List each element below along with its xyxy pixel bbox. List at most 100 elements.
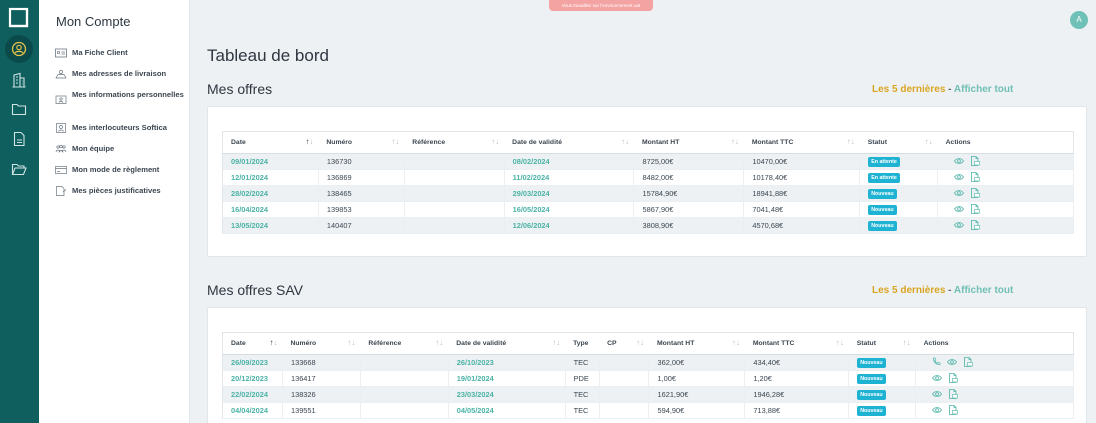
sidebar-item-adresses[interactable]: Mes adresses de livraison	[55, 69, 187, 79]
cell-validite: 08/02/2024	[504, 153, 635, 170]
view-icon[interactable]	[954, 157, 965, 165]
cell-date: 20/12/2023	[222, 370, 283, 387]
column-header-montant-ht[interactable]: Montant HT ↑↓	[648, 332, 745, 355]
table-row[interactable]: 28/02/2024 138465 29/03/2024 15784,90€ 18941…	[222, 185, 1074, 202]
pdf-download-icon[interactable]	[948, 389, 958, 399]
column-header-reference[interactable]: Référence ↑↓	[360, 332, 449, 355]
view-icon[interactable]	[932, 390, 943, 398]
cell-montant-ttc: 4570,68€	[743, 217, 861, 234]
cell-statut: En attente	[859, 153, 939, 170]
cell-montant-ht: 5867,90€	[633, 201, 745, 218]
file-icon	[13, 131, 25, 147]
sort-icon: ↑↓	[435, 338, 444, 347]
column-header-montant-ht[interactable]: Montant HT ↑↓	[633, 131, 744, 154]
cell-statut: En attente	[859, 169, 939, 186]
sidebar-item-interlocuteurs[interactable]: Mes interlocuteurs Softica	[55, 123, 187, 133]
status-badge: Nouveau	[857, 406, 886, 416]
view-icon[interactable]	[954, 221, 965, 229]
cell-montant-ttc: 713,88€	[744, 402, 850, 419]
table-row[interactable]: 20/12/2023 136417 19/01/2024 PDE 1,00€ 1,20€ N…	[222, 370, 1074, 387]
column-header-numero[interactable]: Numéro ↑↓	[318, 131, 405, 154]
cell-validite: 04/05/2024	[448, 402, 566, 419]
table-row[interactable]: 12/01/2024 136869 11/02/2024 8482,00€ 10178,…	[222, 169, 1074, 186]
sort-icon: ↑↓	[620, 137, 629, 146]
environment-banner: Vous travaillez sur l'environnement uat	[549, 0, 653, 11]
column-header-validite[interactable]: Date de validité ↑↓	[448, 332, 566, 355]
view-icon[interactable]	[954, 205, 965, 213]
pdf-download-icon[interactable]	[970, 156, 980, 166]
sidebar-title: Mon Compte	[56, 14, 131, 29]
view-icon[interactable]	[954, 189, 965, 197]
cell-validite: 16/05/2024	[504, 201, 635, 218]
addresses-icon	[55, 70, 67, 79]
pdf-download-icon[interactable]	[970, 188, 980, 198]
cell-statut: Nouveau	[859, 201, 939, 218]
pdf-download-icon[interactable]	[948, 373, 958, 383]
show-all-link[interactable]: Afficher tout	[953, 84, 1014, 95]
cell-reference	[360, 386, 449, 403]
rail-document[interactable]	[9, 129, 29, 149]
table-row[interactable]: 04/04/2024 139551 04/05/2024 TEC 594,90€ 713,…	[222, 402, 1074, 419]
cell-date: 09/01/2024	[222, 153, 319, 170]
rail-folder-open[interactable]	[9, 159, 29, 179]
pdf-download-icon[interactable]	[970, 204, 980, 214]
cell-reference	[404, 153, 505, 170]
sidebar-item-label: Mes interlocuteurs Softica	[72, 123, 167, 132]
sidebar-item-equipe[interactable]: Mon équipe	[55, 144, 187, 154]
rail-buildings[interactable]	[9, 70, 29, 90]
column-header-actions: Actions	[937, 131, 1074, 154]
cell-montant-ht: 594,90€	[648, 402, 746, 419]
column-header-reference[interactable]: Référence ↑↓	[404, 131, 505, 154]
cell-numero: 136417	[282, 370, 361, 387]
last-five-link[interactable]: Les 5 dernières	[872, 285, 946, 296]
cell-numero: 138465	[318, 185, 405, 202]
sort-icon: ↑↓	[835, 338, 844, 347]
pdf-download-icon[interactable]	[948, 405, 958, 415]
view-icon[interactable]	[954, 173, 965, 181]
column-header-statut[interactable]: Statut ↑↓	[848, 332, 916, 355]
phone-icon[interactable]	[932, 357, 941, 366]
column-header-date[interactable]: Date ↑↓	[222, 131, 319, 154]
column-header-type[interactable]: Type	[565, 332, 600, 355]
column-header-date[interactable]: Date ↑↓	[222, 332, 283, 355]
column-header-statut[interactable]: Statut ↑↓	[859, 131, 938, 154]
table-row[interactable]: 16/04/2024 139853 16/05/2024 5867,90€ 7041,4…	[222, 201, 1074, 218]
cell-cp	[599, 370, 650, 387]
sidebar-item-reglement[interactable]: Mon mode de règlement	[55, 165, 187, 175]
column-header-montant-ttc[interactable]: Montant TTC ↑↓	[744, 332, 849, 355]
view-icon[interactable]	[932, 374, 943, 382]
table-row[interactable]: 13/05/2024 140407 12/06/2024 3808,90€ 4570,6…	[222, 217, 1074, 234]
personal-info-icon	[55, 95, 67, 104]
view-icon[interactable]	[947, 358, 958, 366]
cell-montant-ttc: 10178,40€	[743, 169, 861, 186]
cell-validite: 26/10/2023	[448, 354, 566, 371]
avatar[interactable]: A	[1070, 11, 1088, 29]
sidebar-item-label: Mon mode de règlement	[72, 165, 160, 174]
column-header-cp[interactable]: CP ↑↓	[599, 332, 649, 355]
documents-icon	[56, 186, 67, 196]
sidebar-item-informations[interactable]: Mes informations personnelles	[55, 90, 187, 104]
sidebar-item-label: Mes pièces justificatives	[72, 186, 161, 195]
column-header-numero[interactable]: Numéro ↑↓	[282, 332, 361, 355]
pdf-download-icon[interactable]	[970, 220, 980, 230]
sidebar-item-pieces[interactable]: Mes pièces justificatives	[55, 186, 187, 196]
pdf-download-icon[interactable]	[970, 172, 980, 182]
view-icon[interactable]	[932, 406, 943, 414]
table-row[interactable]: 09/01/2024 136730 08/02/2024 8725,00€ 10470,…	[222, 153, 1074, 170]
payment-card-icon	[55, 166, 67, 174]
last-five-link[interactable]: Les 5 dernières	[872, 84, 946, 95]
sort-icon: ↑↓	[635, 338, 644, 347]
status-badge: Nouveau	[857, 390, 886, 400]
sidebar-item-fiche-client[interactable]: Ma Fiche Client	[55, 48, 187, 58]
column-header-montant-ttc[interactable]: Montant TTC ↑↓	[743, 131, 860, 154]
logo-icon[interactable]	[8, 7, 30, 29]
pdf-download-icon[interactable]	[963, 356, 973, 367]
sort-icon: ↑↓	[491, 137, 500, 146]
table-row[interactable]: 26/09/2023 133668 26/10/2023 TEC 362,00€ 434,…	[222, 354, 1074, 371]
cell-numero: 139853	[318, 201, 405, 218]
column-header-validite[interactable]: Date de validité ↑↓	[504, 131, 634, 154]
rail-folder[interactable]	[9, 99, 29, 119]
show-all-link[interactable]: Afficher tout	[953, 285, 1014, 296]
table-row[interactable]: 22/02/2024 138326 23/03/2024 TEC 1621,90€ 194…	[222, 386, 1074, 403]
rail-account[interactable]	[5, 35, 33, 63]
